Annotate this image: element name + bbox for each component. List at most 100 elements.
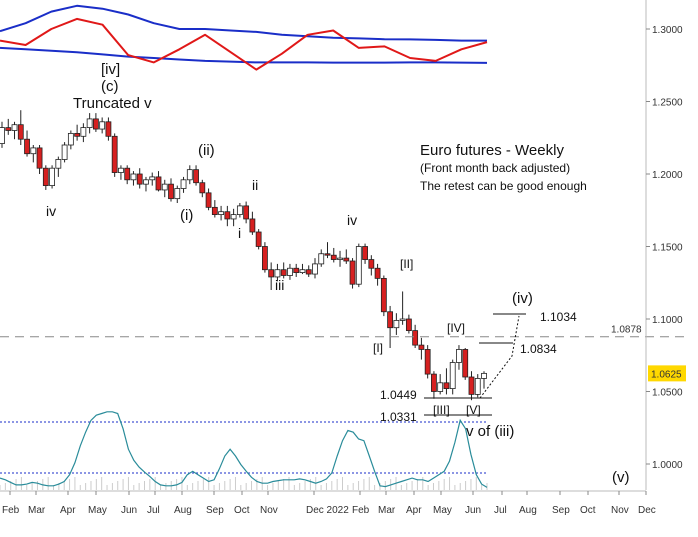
current-price-label: 1.0625 [651, 369, 682, 380]
candle [230, 208, 237, 227]
candle [405, 314, 412, 334]
candle [180, 176, 187, 193]
wave-label: i [238, 225, 241, 241]
candle-body [111, 135, 118, 173]
red-oscillator-line [0, 17, 488, 71]
candle [262, 242, 268, 273]
candle [462, 348, 469, 380]
candle-body [243, 205, 250, 220]
candle-body [424, 349, 431, 375]
candle-body [0, 127, 5, 144]
candle [36, 145, 43, 174]
candle-body [431, 373, 437, 392]
time-tick-label: Aug [174, 505, 192, 516]
candle [80, 123, 87, 143]
candle-body [236, 205, 243, 215]
candle [55, 156, 62, 177]
target-label-1.1034: 1.1034 [540, 310, 577, 324]
candle-body [374, 267, 381, 279]
candle-body [180, 179, 187, 189]
candle [280, 262, 287, 279]
candle [105, 117, 112, 141]
candle-body [136, 173, 143, 185]
candle [343, 249, 350, 264]
candle [99, 117, 106, 134]
candle [468, 371, 475, 401]
candle [61, 142, 68, 163]
candle [374, 263, 381, 286]
candle-body [405, 318, 412, 332]
candle [305, 265, 312, 277]
wave-label: (ii) [198, 142, 215, 159]
candle-body [412, 330, 419, 346]
candlestick-series [0, 110, 487, 401]
price-tick-label: 1.2500 [652, 98, 683, 109]
candle [5, 118, 12, 135]
candle [449, 359, 456, 395]
candle-body [449, 362, 456, 390]
time-tick-label: Mar [378, 505, 396, 516]
candle-body [362, 246, 368, 260]
candle-body [61, 144, 68, 160]
candle [418, 337, 425, 360]
candle-body [418, 344, 425, 350]
candle [11, 121, 18, 140]
candle-body [443, 382, 450, 389]
chart-title: Euro futures - Weekly [420, 142, 564, 159]
candle [193, 165, 199, 186]
candle-body [92, 118, 99, 130]
candle [299, 263, 306, 275]
time-tick-label: Nov [260, 505, 278, 516]
time-tick-label: Jun [121, 505, 137, 516]
chart-subtitle: (Front month back adjusted) [420, 161, 570, 175]
price-tick-label: 1.1000 [652, 315, 683, 326]
wave-label: (c) [101, 78, 119, 95]
candle-body [218, 211, 224, 215]
candle [118, 165, 124, 180]
candle-body [337, 257, 343, 260]
candle [199, 179, 206, 198]
candle-body [312, 263, 318, 275]
time-tick-label: Apr [406, 505, 422, 516]
candle [399, 291, 406, 325]
candle-body [230, 214, 237, 220]
time-tick-label: Jul [494, 505, 507, 516]
candle-body [193, 169, 199, 184]
time-tick-label: Feb [352, 505, 370, 516]
wave-label: v of (iii) [466, 423, 514, 440]
candle-body [280, 269, 287, 276]
candle [111, 133, 118, 177]
candle [86, 113, 93, 134]
candle-body [368, 259, 375, 269]
candle-body [161, 183, 168, 191]
price-tick-label: 1.0500 [652, 388, 683, 399]
level-1.0878-label: 1.0878 [611, 325, 642, 336]
time-tick-label: Feb [2, 505, 20, 516]
candle [174, 185, 181, 203]
candle [92, 113, 99, 132]
candle-body [11, 124, 18, 131]
candle [243, 201, 250, 224]
candle-body [168, 183, 174, 200]
time-tick-label: Jun [465, 505, 481, 516]
band-upper-line [0, 4, 487, 42]
candle-body [105, 121, 112, 137]
wave-label: iv [46, 203, 56, 219]
candle-body [399, 318, 406, 321]
price-tick-label: 1.2000 [652, 170, 683, 181]
candle-body [74, 132, 81, 137]
price-tick-label: 1.3000 [652, 25, 683, 36]
wave-label: [V] [466, 403, 481, 417]
candle-body [67, 132, 74, 146]
time-tick-label: Sep [206, 505, 224, 516]
candle-body [299, 269, 306, 274]
candle-body [30, 147, 37, 155]
price-axis: 1.3000 1.2500 1.2000 1.1500 1.1000 1.0500 1.00… [646, 25, 683, 471]
candle [24, 130, 30, 157]
wave-label: [III] [433, 403, 450, 417]
candle-body [55, 159, 62, 169]
candle [130, 171, 137, 186]
candle-body [462, 349, 469, 378]
candle [293, 263, 300, 277]
